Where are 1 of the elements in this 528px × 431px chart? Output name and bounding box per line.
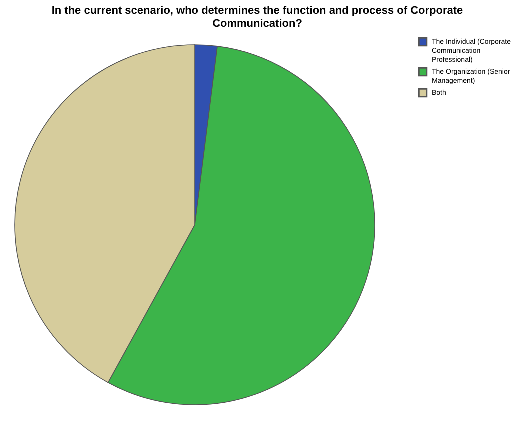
chart-title: In the current scenario, who determines the function and process of Corporate Communication? (52, 5, 464, 30)
